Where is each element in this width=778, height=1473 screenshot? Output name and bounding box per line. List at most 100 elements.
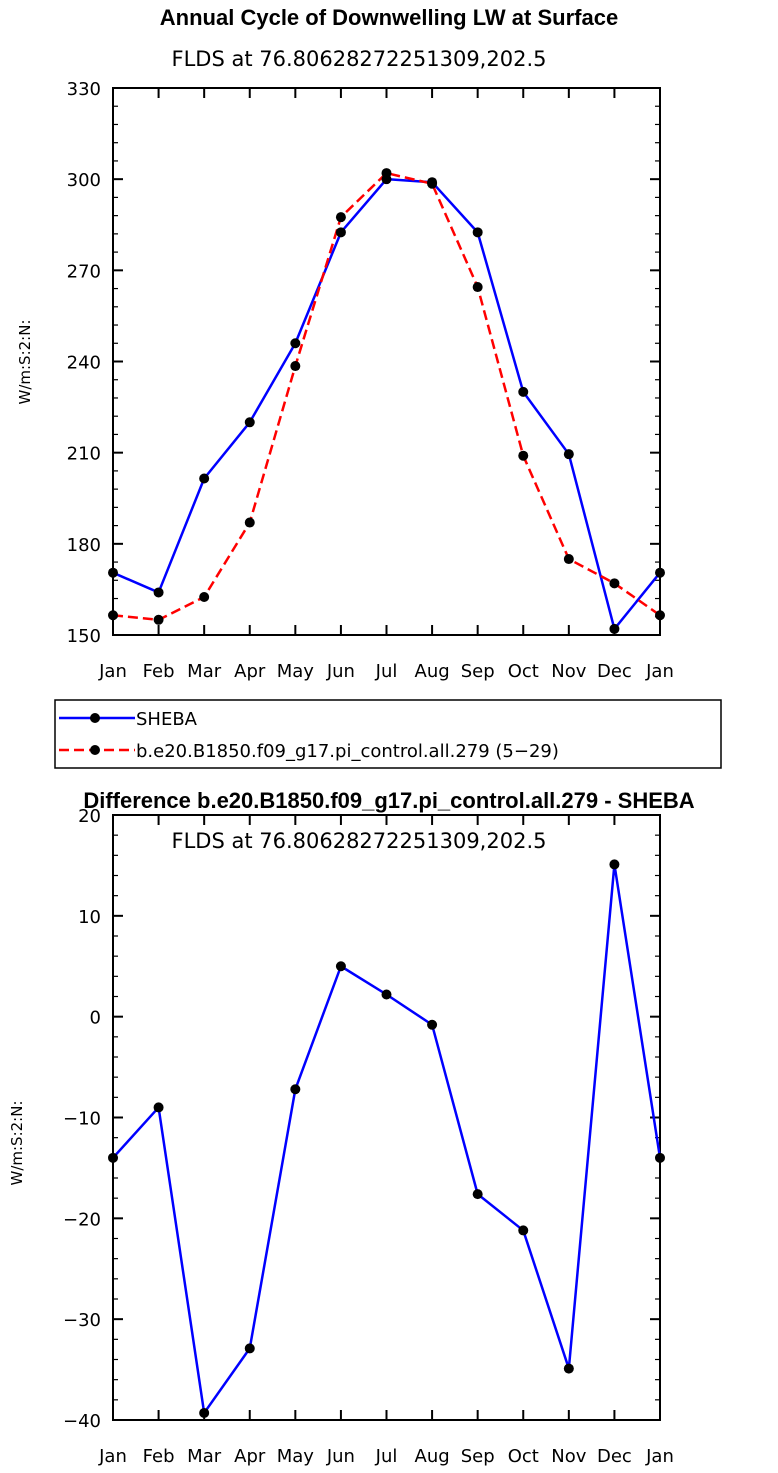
x-tick-label: Jul: [375, 661, 398, 682]
x-tick-label: May: [277, 661, 315, 682]
series-1-point: [199, 1407, 210, 1418]
chart-2-title: Difference b.e20.B1850.f09_g17.pi_contro…: [83, 788, 694, 813]
x-tick-label: Feb: [143, 661, 175, 682]
series-1-point: [244, 417, 255, 428]
series-2-point: [290, 361, 301, 372]
x-tick-label: Dec: [597, 661, 632, 682]
y-tick-label: 10: [78, 907, 101, 928]
series-1-point: [563, 1363, 574, 1374]
series-1-point: [427, 1019, 438, 1030]
x-tick-label: Mar: [187, 661, 222, 682]
x-tick-label: Oct: [508, 661, 539, 682]
x-tick-label: Jan: [645, 661, 674, 682]
x-tick-label: Sep: [461, 1446, 495, 1467]
series-2-point: [518, 450, 529, 461]
series-2-point: [199, 592, 210, 603]
x-tick-label: Jun: [326, 1446, 355, 1467]
series-1-point: [563, 449, 574, 460]
x-tick-label: May: [277, 1446, 315, 1467]
series-1-point: [655, 1152, 665, 1163]
series-2-point: [335, 212, 346, 223]
series-2-point: [563, 554, 574, 565]
y-tick-label: −10: [63, 1109, 101, 1130]
x-tick-label: Jun: [326, 661, 355, 682]
y-tick-label: 210: [67, 444, 101, 465]
series-2-point: [153, 614, 164, 625]
plot-frame: [112, 814, 661, 1421]
series-line-1: [112, 177, 661, 631]
y-tick-label: 0: [90, 1008, 101, 1029]
y-tick-label: 330: [67, 79, 101, 100]
chart-1-subtitle: FLDS at 76.80628272251309,202.5: [172, 47, 547, 71]
series-1-point: [381, 989, 392, 1000]
legend-sheba-marker: [90, 713, 100, 723]
series-2-point: [472, 282, 483, 293]
chart-1-axes: 150 180 210 240 270 300 330 Jan Feb Mar Apr May Jun J…: [67, 79, 674, 682]
y-tick-label: 150: [67, 626, 101, 647]
chart-1-legend: SHEBA b.e20.B1850.f09_g17.pi_control.all…: [54, 699, 722, 769]
x-tick-label: Aug: [415, 1446, 450, 1467]
x-tick-label: Sep: [461, 661, 495, 682]
x-tick-label: Mar: [187, 1446, 222, 1467]
series-1-point: [518, 1225, 529, 1236]
y-tick-label: 20: [78, 806, 101, 827]
series-1-point: [244, 1343, 255, 1354]
x-tick-label: Nov: [551, 1446, 586, 1467]
x-tick-label: Jan: [645, 1446, 674, 1467]
series-1-point: [609, 623, 620, 634]
y-tick-label: −30: [63, 1310, 101, 1331]
series-2-point: [427, 178, 438, 189]
series-1-point: [199, 473, 210, 484]
series-2-point: [655, 610, 665, 621]
x-tick-label: Aug: [415, 661, 450, 682]
y-tick-label: −40: [63, 1411, 101, 1432]
series-1-point: [655, 567, 665, 578]
series-1-point: [335, 227, 346, 238]
series-2-point: [108, 610, 118, 621]
x-tick-label: Apr: [234, 661, 266, 682]
series-1-point: [290, 338, 301, 349]
series-2-point: [244, 517, 255, 528]
series-line-1: [112, 863, 662, 1415]
y-tick-label: −20: [63, 1209, 101, 1230]
x-tick-label: Nov: [551, 661, 586, 682]
chart-1-y-axis-label: W/m:S:2:N:: [16, 320, 34, 405]
x-tick-label: Jan: [98, 1446, 127, 1467]
y-tick-label: 240: [67, 353, 101, 374]
chart-1-title: Annual Cycle of Downwelling LW at Surfac…: [160, 5, 618, 30]
x-tick-label: Apr: [234, 1446, 266, 1467]
x-tick-label: Dec: [597, 1446, 632, 1467]
series-1-point: [108, 567, 118, 578]
chart-2-subtitle: FLDS at 76.80628272251309,202.5: [172, 829, 547, 853]
series-line-2: [112, 171, 661, 622]
series-1-point: [518, 386, 529, 397]
legend-model-label: b.e20.B1850.f09_g17.pi_control.all.279 (…: [136, 741, 559, 762]
series-1-point: [609, 859, 620, 870]
y-tick-label: 300: [67, 170, 101, 191]
series-2-point: [381, 168, 392, 179]
chart-2: Difference b.e20.B1850.f09_g17.pi_contro…: [8, 788, 695, 1467]
series-1-point: [472, 227, 483, 238]
chart-2-axes: −40 −30 −20 −10 0 10 20 Jan Feb Mar Apr May Jun Jul Au…: [63, 806, 674, 1467]
legend-sheba-label: SHEBA: [136, 709, 198, 730]
series-1-point: [153, 587, 164, 598]
y-tick-label: 180: [67, 535, 101, 556]
chart-2-plot-area: [108, 859, 665, 1418]
series-2-point: [609, 578, 620, 589]
series-1-point: [335, 961, 346, 972]
chart-1: Annual Cycle of Downwelling LW at Surfac…: [16, 5, 722, 769]
legend-model-marker: [90, 745, 100, 755]
x-tick-label: Oct: [508, 1446, 539, 1467]
series-1-point: [472, 1189, 483, 1200]
chart-1-plot-area: [108, 168, 665, 634]
legend-box: [54, 699, 722, 769]
x-tick-label: Jan: [98, 661, 127, 682]
chart-2-y-axis-label: W/m:S:2:N:: [8, 1101, 26, 1186]
series-1-point: [153, 1102, 164, 1113]
series-1-point: [108, 1152, 118, 1163]
x-tick-label: Feb: [143, 1446, 175, 1467]
series-1-point: [290, 1084, 301, 1095]
x-tick-label: Jul: [375, 1446, 398, 1467]
y-tick-label: 270: [67, 261, 101, 282]
